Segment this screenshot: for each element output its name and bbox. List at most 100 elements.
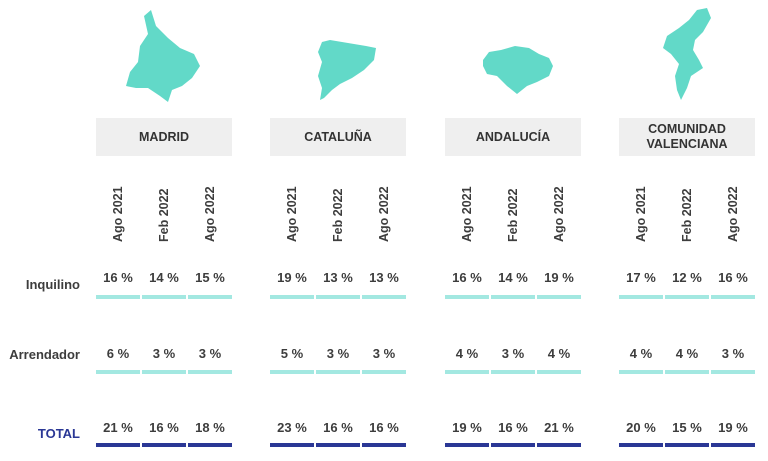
value-inquilino: 17 %	[626, 270, 656, 285]
region-header: MADRID	[96, 118, 232, 156]
value-total: 16 %	[498, 420, 528, 435]
value-arrendador: 3 %	[501, 346, 525, 361]
underline-bar-inquilino	[142, 295, 186, 299]
value-arrendador: 3 %	[326, 346, 350, 361]
underline-bar-total	[188, 443, 232, 447]
underline-bar-inquilino	[711, 295, 755, 299]
region-andalucia: ANDALUCÍA Ago 2021 Feb 2022 Ago 2022 16 % 14 …	[445, 0, 583, 461]
value-arrendador: 3 %	[198, 346, 222, 361]
value-inquilino: 13 %	[323, 270, 353, 285]
comunidad-valenciana-map-icon	[619, 6, 757, 106]
value-total: 16 %	[369, 420, 399, 435]
value-inquilino: 19 %	[277, 270, 307, 285]
period-label: Ago 2022	[203, 186, 217, 242]
value-arrendador: 6 %	[106, 346, 130, 361]
underline-bar-inquilino	[362, 295, 406, 299]
underline-bar-total	[445, 443, 489, 447]
value-total: 16 %	[149, 420, 179, 435]
region-name: ANDALUCÍA	[475, 129, 551, 144]
period-label: Ago 2021	[634, 186, 648, 242]
underline-bar-arrendador	[96, 370, 140, 374]
period-label: Ago 2021	[460, 186, 474, 242]
underline-bar-total	[270, 443, 314, 447]
region-name: CATALUÑA	[304, 129, 372, 144]
underline-bar-arrendador	[188, 370, 232, 374]
underline-bar-total	[142, 443, 186, 447]
value-total: 21 %	[103, 420, 133, 435]
value-arrendador: 4 %	[629, 346, 653, 361]
value-total: 19 %	[718, 420, 748, 435]
underline-bar-inquilino	[491, 295, 535, 299]
value-total: 19 %	[452, 420, 482, 435]
value-inquilino: 19 %	[544, 270, 574, 285]
value-inquilino: 12 %	[672, 270, 702, 285]
underline-bar-arrendador	[270, 370, 314, 374]
underline-bar-inquilino	[316, 295, 360, 299]
period-label: Ago 2022	[552, 186, 566, 242]
value-inquilino: 16 %	[452, 270, 482, 285]
underline-bar-inquilino	[96, 295, 140, 299]
value-arrendador: 4 %	[455, 346, 479, 361]
period-label: Feb 2022	[680, 188, 694, 242]
row-label-arrendador: Arrendador	[9, 347, 80, 362]
row-label-total: TOTAL	[37, 426, 80, 441]
madrid-map-icon	[96, 6, 234, 106]
period-label: Ago 2022	[377, 186, 391, 242]
underline-bar-total	[711, 443, 755, 447]
value-arrendador: 3 %	[152, 346, 176, 361]
period-label: Feb 2022	[157, 188, 171, 242]
value-inquilino: 13 %	[369, 270, 399, 285]
value-arrendador: 3 %	[372, 346, 396, 361]
value-total: 15 %	[672, 420, 702, 435]
region-name: COMUNIDAD VALENCIANA	[646, 122, 728, 151]
underline-bar-total	[537, 443, 581, 447]
value-inquilino: 16 %	[718, 270, 748, 285]
underline-bar-inquilino	[537, 295, 581, 299]
region-cataluna: CATALUÑA Ago 2021 Feb 2022 Ago 2022 19 % 13 %…	[270, 0, 408, 461]
value-inquilino: 14 %	[149, 270, 179, 285]
underline-bar-arrendador	[316, 370, 360, 374]
cataluna-map-icon	[270, 6, 408, 106]
region-header: COMUNIDAD VALENCIANA	[619, 118, 755, 156]
region-name: MADRID	[139, 129, 189, 144]
period-label: Ago 2022	[726, 186, 740, 242]
underline-bar-total	[316, 443, 360, 447]
underline-bar-total	[362, 443, 406, 447]
underline-bar-arrendador	[142, 370, 186, 374]
value-total: 18 %	[195, 420, 225, 435]
underline-bar-arrendador	[537, 370, 581, 374]
underline-bar-inquilino	[270, 295, 314, 299]
underline-bar-inquilino	[445, 295, 489, 299]
andalucia-map-icon	[445, 6, 583, 106]
value-total: 20 %	[626, 420, 656, 435]
region-comunidad-valenciana: COMUNIDAD VALENCIANA Ago 2021 Feb 2022 Ago …	[619, 0, 757, 461]
period-label: Ago 2021	[285, 186, 299, 242]
underline-bar-arrendador	[619, 370, 663, 374]
value-arrendador: 4 %	[675, 346, 699, 361]
value-arrendador: 5 %	[280, 346, 304, 361]
region-header: ANDALUCÍA	[445, 118, 581, 156]
region-header: CATALUÑA	[270, 118, 406, 156]
underline-bar-inquilino	[619, 295, 663, 299]
underline-bar-arrendador	[665, 370, 709, 374]
value-inquilino: 14 %	[498, 270, 528, 285]
value-total: 16 %	[323, 420, 353, 435]
underline-bar-arrendador	[362, 370, 406, 374]
value-inquilino: 15 %	[195, 270, 225, 285]
row-label-inquilino: Inquilino	[25, 277, 80, 292]
underline-bar-arrendador	[445, 370, 489, 374]
period-label: Feb 2022	[331, 188, 345, 242]
underline-bar-inquilino	[188, 295, 232, 299]
underline-bar-total	[96, 443, 140, 447]
underline-bar-total	[665, 443, 709, 447]
underline-bar-total	[491, 443, 535, 447]
underline-bar-arrendador	[711, 370, 755, 374]
period-label: Ago 2021	[111, 186, 125, 242]
value-total: 21 %	[544, 420, 574, 435]
value-arrendador: 3 %	[721, 346, 745, 361]
underline-bar-total	[619, 443, 663, 447]
value-total: 23 %	[277, 420, 307, 435]
value-inquilino: 16 %	[103, 270, 133, 285]
underline-bar-inquilino	[665, 295, 709, 299]
value-arrendador: 4 %	[547, 346, 571, 361]
